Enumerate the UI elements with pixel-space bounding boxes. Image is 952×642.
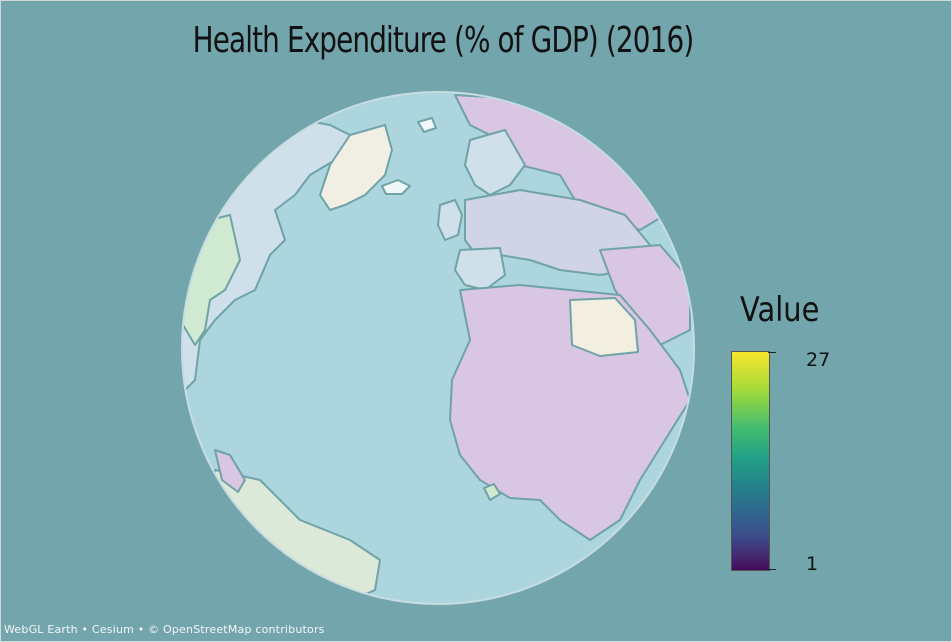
island-north bbox=[417, 117, 437, 133]
map-attribution[interactable]: WebGL Earth • Cesium • © OpenStreetMap c… bbox=[4, 623, 325, 636]
country-liberia[interactable] bbox=[483, 483, 501, 501]
map-title: Health Expenditure (% of GDP) (2016) bbox=[192, 20, 695, 61]
country-libya[interactable] bbox=[569, 297, 639, 357]
country-united-kingdom[interactable] bbox=[437, 199, 463, 241]
globe-outline bbox=[181, 91, 695, 605]
country-central-america[interactable] bbox=[214, 449, 246, 493]
colorbar-max-label: 27 bbox=[806, 349, 831, 371]
colorbar bbox=[731, 351, 770, 571]
colorbar-min-label: 1 bbox=[806, 553, 819, 575]
legend-title: Value bbox=[740, 290, 820, 330]
colorbar-tick-min bbox=[768, 569, 776, 570]
colorbar-tick-max bbox=[768, 352, 776, 353]
country-iceland[interactable] bbox=[381, 179, 411, 195]
country-scandinavia[interactable] bbox=[464, 129, 526, 196]
country-greenland[interactable] bbox=[319, 124, 393, 211]
